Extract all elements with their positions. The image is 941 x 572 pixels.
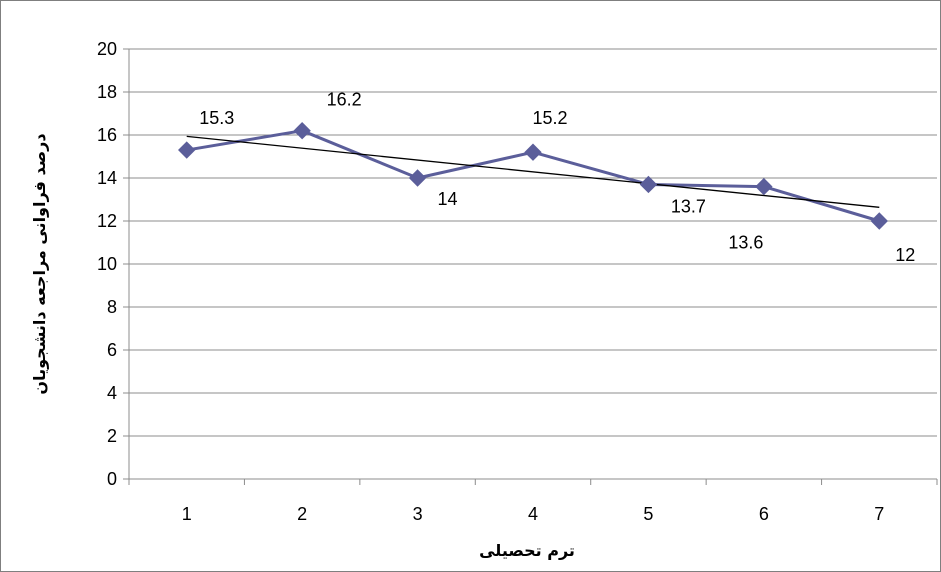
- data-label: 13.6: [728, 233, 763, 253]
- y-tick-label: 12: [97, 211, 117, 231]
- data-label: 12: [895, 245, 915, 265]
- y-tick-label: 18: [97, 82, 117, 102]
- data-point-marker: [755, 177, 773, 196]
- x-tick-label: 2: [297, 504, 307, 524]
- x-tick-label: 3: [413, 504, 423, 524]
- data-label: 15.3: [199, 108, 234, 128]
- trendline: [186, 135, 880, 208]
- data-label: 13.7: [671, 196, 706, 216]
- y-tick-label: 4: [107, 383, 117, 403]
- y-axis-title: درصد فراوانی مراجعه دانشجویان: [30, 133, 49, 394]
- x-tick-label: 4: [528, 504, 538, 524]
- x-tick-label: 7: [874, 504, 884, 524]
- data-label: 14: [438, 189, 458, 209]
- y-tick-label: 20: [97, 39, 117, 59]
- data-point-marker: [639, 175, 658, 194]
- y-tick-label: 10: [97, 254, 117, 274]
- x-tick-label: 5: [643, 504, 653, 524]
- data-point-marker: [524, 143, 542, 161]
- data-point-marker: [178, 141, 196, 159]
- data-label: 15.2: [532, 108, 567, 128]
- y-tick-label: 6: [107, 340, 117, 360]
- x-tick-label: 1: [182, 504, 192, 524]
- y-tick-label: 2: [107, 426, 117, 446]
- data-point-marker: [293, 121, 311, 140]
- y-tick-label: 16: [97, 125, 117, 145]
- data-point-marker: [870, 212, 888, 230]
- x-axis-title: ترم تحصیلی: [479, 541, 575, 560]
- y-tick-label: 0: [107, 469, 117, 489]
- x-tick-label: 6: [759, 504, 769, 524]
- data-point-marker: [408, 169, 427, 187]
- y-tick-label: 8: [107, 297, 117, 317]
- y-tick-label: 14: [97, 168, 117, 188]
- data-label: 16.2: [327, 90, 362, 110]
